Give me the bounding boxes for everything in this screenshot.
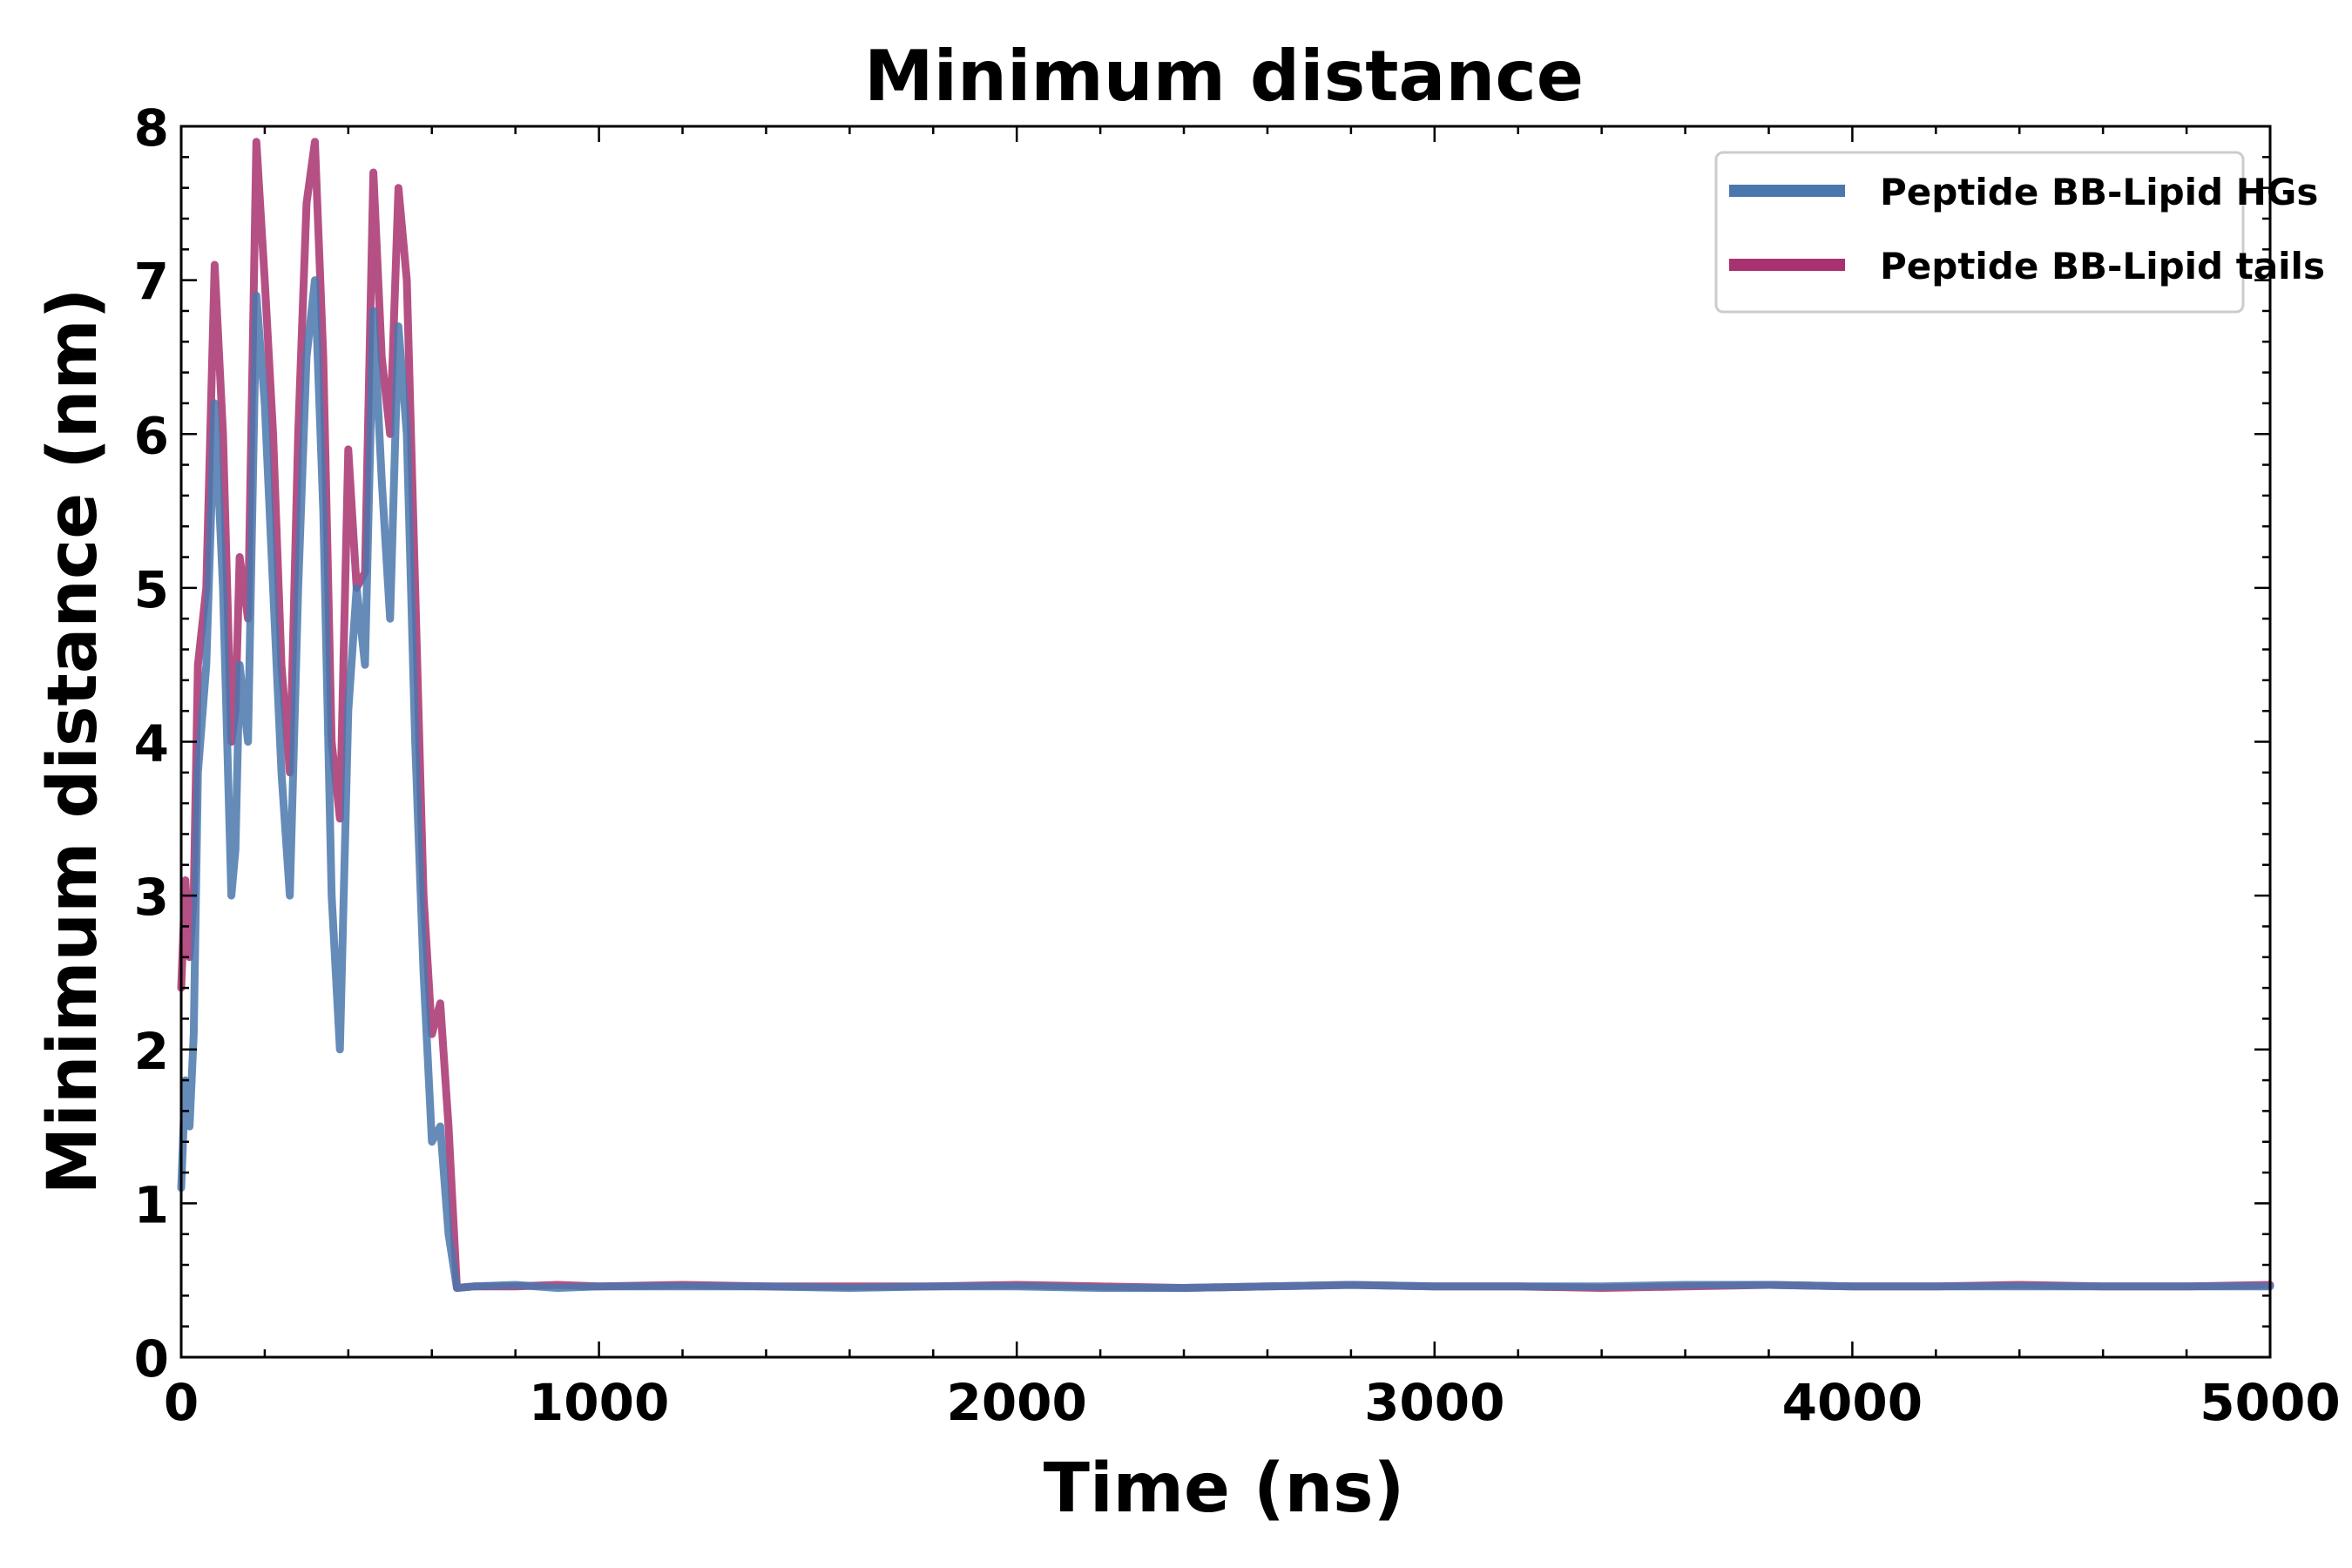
y-tick-label: 1 [134,1175,169,1234]
x-tick-label: 3000 [1364,1373,1504,1432]
y-tick-label: 2 [134,1022,169,1081]
chart-title: Minimum distance [864,36,1584,117]
x-tick-label: 4000 [1782,1373,1923,1432]
legend-label-tails: Peptide BB-Lipid tails [1880,245,2325,287]
x-tick-label: 5000 [2200,1373,2340,1432]
x-tick-label: 2000 [946,1373,1086,1432]
series-layer [177,138,2274,1292]
y-tick-labels: 0 1 2 3 4 5 6 7 8 [134,98,169,1389]
x-tick-label: 1000 [529,1373,669,1432]
plot-frame [179,125,2272,1359]
y-axis-label: Minimum distance (nm) [34,288,112,1195]
x-axis-label: Time (ns) [1044,1450,1405,1528]
y-tick-label: 5 [134,560,169,619]
x-tick-label: 0 [164,1373,199,1432]
series-line-0 [177,276,2274,1292]
x-tick-labels: 0 1000 2000 3000 4000 5000 [164,1373,2341,1432]
legend-box [1714,151,2245,314]
y-tick-label: 3 [134,868,169,927]
y-tick-label: 7 [134,253,169,312]
legend-label-hgs: Peptide BB-Lipid HGs [1880,171,2318,213]
y-tick-label: 8 [134,98,169,158]
y-tick-label: 6 [134,406,169,465]
y-tick-label: 4 [134,714,169,774]
y-tick-label: 0 [134,1329,169,1389]
series-line-1 [177,138,2274,1292]
legend: Peptide BB-Lipid HGs Peptide BB-Lipid ta… [1714,151,2325,314]
